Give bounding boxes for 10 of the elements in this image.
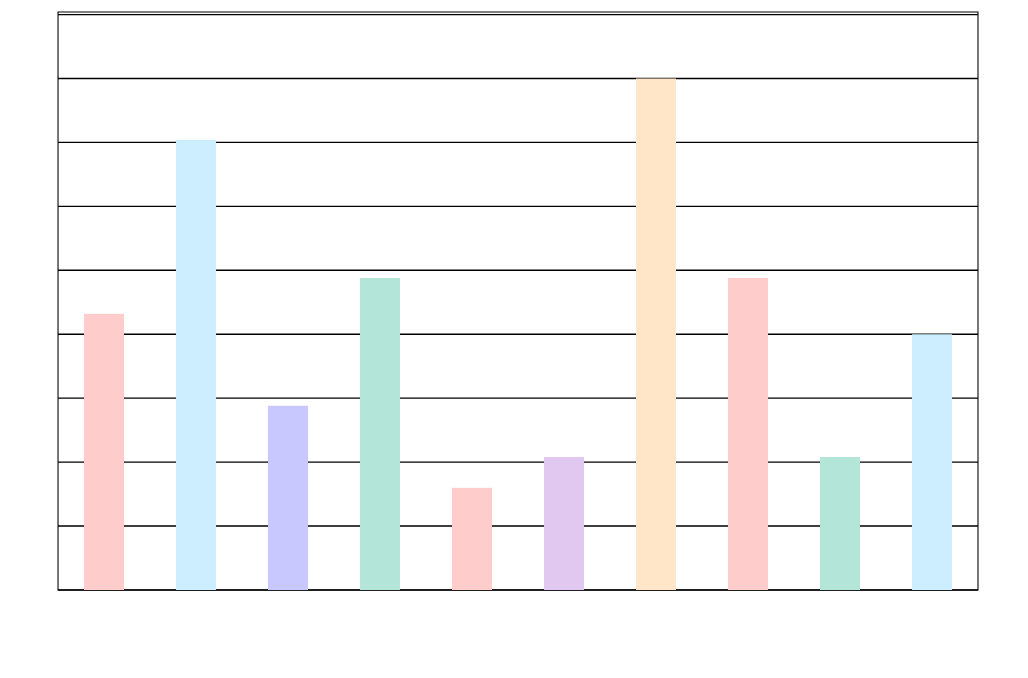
bar bbox=[544, 456, 584, 590]
bar bbox=[728, 277, 768, 590]
bar bbox=[452, 487, 493, 590]
bar bbox=[636, 78, 677, 590]
bar bbox=[84, 313, 125, 590]
bar bbox=[268, 405, 309, 590]
bar bbox=[176, 139, 217, 590]
bar bbox=[820, 456, 860, 590]
bar bbox=[911, 334, 952, 590]
bar bbox=[360, 277, 401, 590]
